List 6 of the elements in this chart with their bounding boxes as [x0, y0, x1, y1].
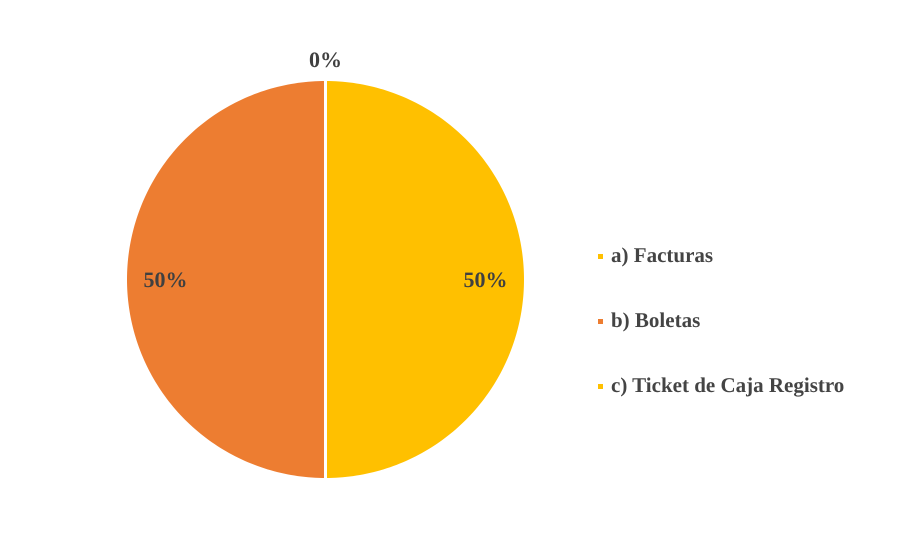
text: 0%	[309, 47, 342, 72]
legend-label: c) Ticket de Caja Registro	[611, 373, 844, 398]
legend-label: a) Facturas	[611, 243, 714, 268]
data-label: 50%	[144, 267, 188, 292]
data-label: 50%	[464, 267, 508, 292]
legend-label: b) Boletas	[611, 308, 700, 333]
